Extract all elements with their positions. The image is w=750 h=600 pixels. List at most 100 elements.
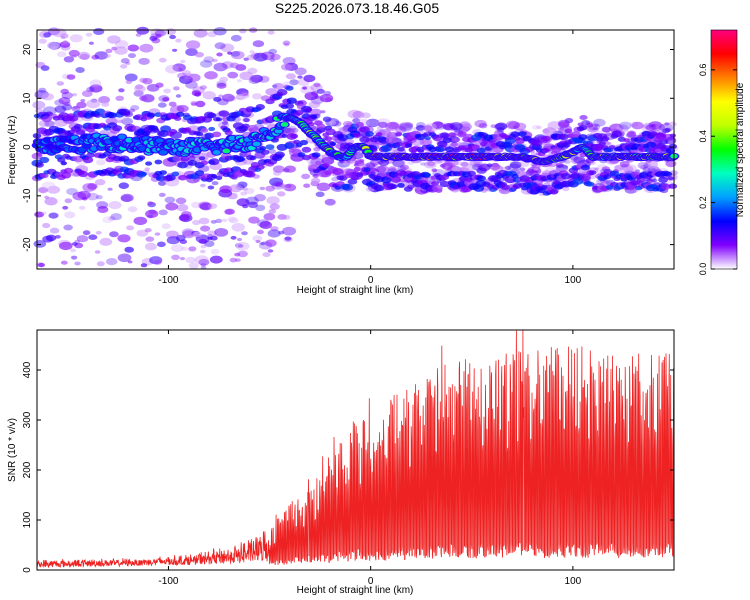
heatmap-cell [549,189,559,195]
heatmap-cell [262,252,271,258]
heatmap-cell [145,236,155,242]
heatmap-cell [593,118,606,127]
heatmap-cell [249,155,257,161]
heatmap-cell [200,263,207,267]
heatmap-cell [200,60,213,68]
heatmap-cell [283,127,295,135]
heatmap-cell [230,50,245,60]
heatmap-cell [59,241,73,251]
heatmap-cell [517,131,527,137]
heatmap-cell [234,252,241,257]
heatmap-cell [486,163,493,168]
heatmap-cell [555,162,564,168]
heatmap-cell [96,201,109,209]
heatmap-cell [476,175,486,182]
heatmap-cell [214,42,226,50]
heatmap-cell [289,79,299,86]
heatmap-cell [273,170,282,176]
heatmap-cell [125,137,133,143]
heatmap-cell [448,132,456,138]
heatmap-cell [134,85,146,93]
heatmap-cell [75,67,85,73]
heatmap-cell [329,142,337,146]
heatmap-cell [191,90,202,97]
heatmap-cell [219,185,232,194]
heatmap-cell [353,167,361,172]
heatmap-cell [44,197,58,206]
heatmap-cell [227,192,238,200]
y-tick-label: -10 [22,188,33,203]
heatmap-cell [172,155,183,162]
heatmap-cell [316,182,331,192]
heatmap-cell [387,121,399,130]
heatmap-cell [59,41,71,48]
heatmap-cell [114,46,128,55]
heatmap-cell [593,123,600,127]
heatmap-cell [347,109,362,119]
heatmap-cell [343,173,352,179]
heatmap-cell [395,126,407,133]
heatmap-cell [180,156,190,162]
heatmap-cell [44,120,55,127]
heatmap-cell [504,165,512,170]
heatmap-cell [165,28,177,36]
heatmap-cell [313,147,321,152]
y-tick-label: -20 [22,237,33,252]
heatmap-cell [271,181,285,190]
x-tick-label: 0 [368,576,374,587]
heatmap-cell [476,167,487,174]
heatmap-cell [297,75,303,79]
heatmap-cell [281,184,289,190]
heatmap-cell [558,121,570,129]
spectrogram-heatmap [31,26,680,270]
heatmap-cell [94,250,101,254]
heatmap-cell [166,236,180,245]
heatmap-cell [71,242,78,246]
snr-xlabel: Height of straight line (km) [297,585,414,596]
heatmap-cell [504,137,516,145]
heatmap-cell [144,242,157,251]
heatmap-cell [125,80,133,84]
heatmap-cell [314,95,320,99]
heatmap-cell [253,52,268,62]
heatmap-cell [41,93,54,101]
heatmap-cell [182,70,191,76]
heatmap-cell [89,79,102,87]
heatmap-cell [95,179,106,186]
heatmap-cell [212,150,221,155]
heatmap-cell [145,209,159,218]
heatmap-cell [252,40,265,48]
heatmap-cell [564,159,571,164]
heatmap-cell [60,88,69,95]
heatmap-cell [324,136,333,142]
heatmap-cell [589,161,596,165]
heatmap-cell [183,72,194,80]
heatmap-cell [578,124,588,131]
heatmap-cell [509,161,522,169]
heatmap-cell [194,255,209,265]
heatmap-cell [540,185,548,190]
heatmap-cell [420,162,426,166]
heatmap-cell [41,115,52,123]
spectrogram-xlabel: Height of straight line (km) [297,285,414,296]
heatmap-cell [255,164,265,170]
heatmap-cell [337,126,343,130]
heatmap-cell [651,178,658,183]
heatmap-cell [208,158,220,166]
heatmap-cell [147,201,154,206]
heatmap-cell [265,239,277,247]
snr-axes: -100 0 100 0 100 200 300 400 [22,330,674,587]
heatmap-cell [374,184,385,192]
heatmap-cell [242,187,248,191]
heatmap-cell [294,110,304,116]
heatmap-cell [629,179,639,186]
heatmap-cell [602,127,611,133]
heatmap-cell [215,117,223,122]
heatmap-cell [191,201,202,209]
heatmap-cell [334,185,342,190]
heatmap-cell [124,73,138,82]
y-tick-label: 100 [22,511,33,528]
heatmap-cell [431,181,439,187]
heatmap-cell [478,123,488,129]
heatmap-cell [284,142,295,149]
